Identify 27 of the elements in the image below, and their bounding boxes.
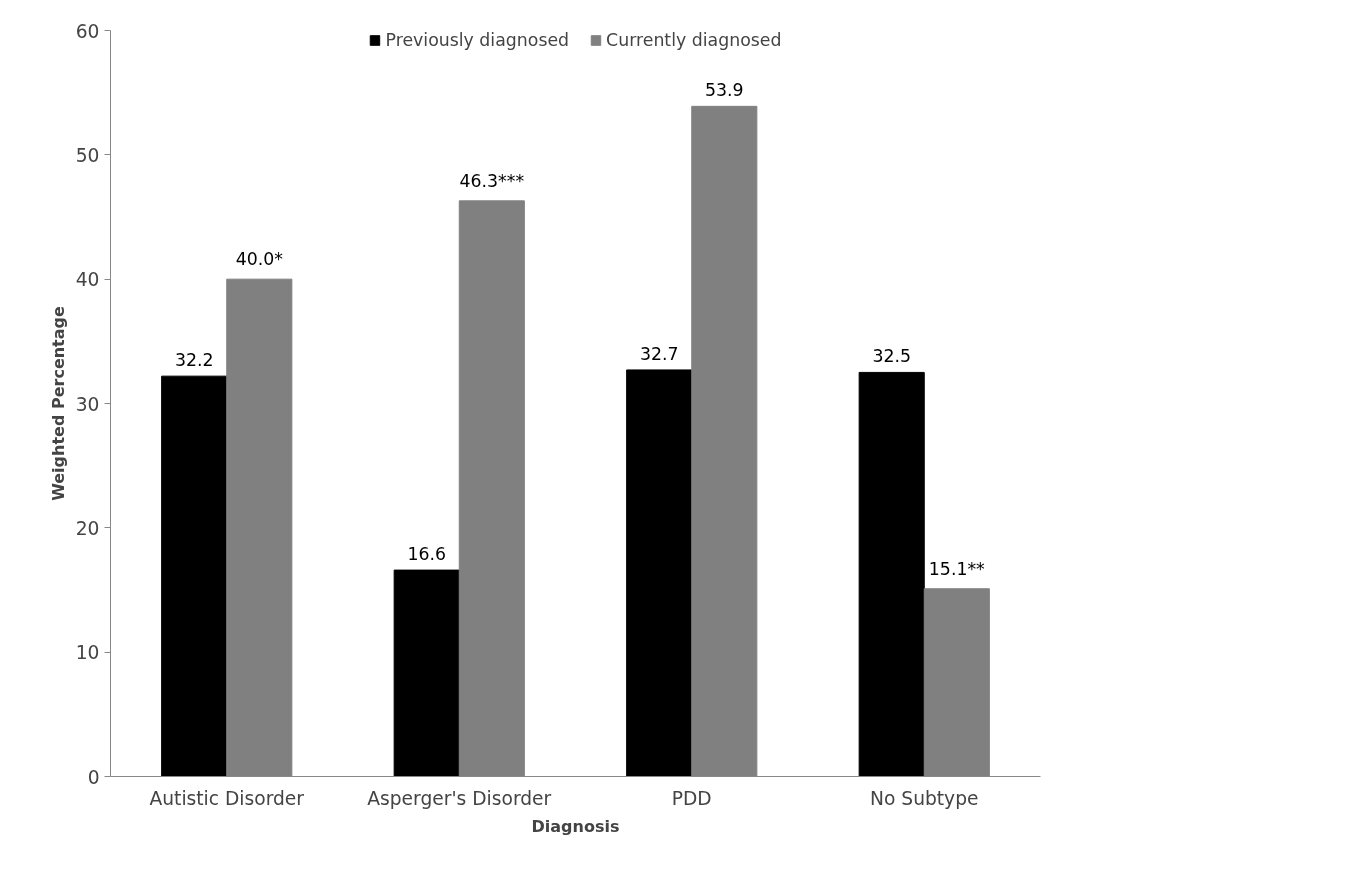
y-tick-label: 20 (75, 517, 100, 539)
x-axis-title: Diagnosis (531, 816, 620, 836)
bar (393, 569, 460, 777)
y-tick-label: 30 (75, 393, 100, 415)
bar (626, 369, 693, 777)
bar (858, 371, 925, 777)
legend-label: Previously diagnosed (385, 30, 570, 50)
data-label: 15.1** (928, 558, 986, 579)
bar (161, 375, 228, 777)
data-label: 46.3*** (459, 170, 525, 191)
y-tick-label: 0 (87, 766, 100, 788)
data-label: 53.9 (705, 80, 744, 101)
legend-label: Currently diagnosed (606, 30, 782, 50)
data-label: 40.0* (235, 249, 284, 270)
y-axis-title: Weighted Percentage (48, 305, 68, 501)
y-tick-label: 10 (75, 642, 100, 664)
x-tick-label: No Subtype (870, 787, 979, 809)
x-tick-label: PDD (671, 787, 712, 809)
y-tick-label: 40 (75, 269, 100, 291)
data-label: 32.7 (639, 343, 679, 364)
y-tick-label: 60 (75, 20, 100, 42)
data-label: 32.5 (872, 346, 911, 367)
data-label: 32.2 (174, 350, 214, 371)
data-label: 16.6 (407, 544, 446, 565)
x-tick-label: Asperger's Disorder (367, 787, 552, 809)
x-tick-label: Autistic Disorder (149, 787, 305, 809)
y-tick-label: 50 (75, 144, 100, 166)
